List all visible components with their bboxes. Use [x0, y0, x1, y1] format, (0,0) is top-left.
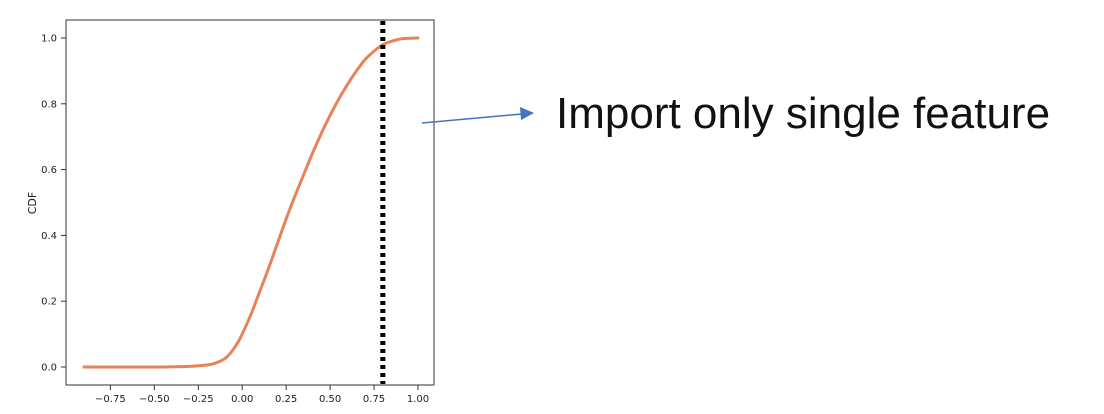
x-tick-label: −0.50 — [139, 394, 170, 405]
plot-area: 0.0 0.2 0.4 0.6 0.8 1.0 −0.75 −0.50 −0.25 0.00 0.… — [26, 19, 435, 405]
cdf-series-line — [82, 36, 420, 369]
y-axis-label: CDF — [26, 192, 39, 214]
annotation: Import only single feature — [421, 89, 1050, 138]
x-tick-label: 0.75 — [363, 394, 385, 405]
arrow-head-icon — [520, 107, 534, 120]
x-tick-label: 0.00 — [231, 394, 253, 405]
plot-frame — [65, 19, 435, 386]
x-tick-label: −0.25 — [183, 394, 214, 405]
x-tick-label: 1.00 — [407, 394, 429, 405]
y-tick-label: 0.6 — [41, 165, 57, 176]
y-tick-label: 0.0 — [41, 363, 57, 374]
x-tick-label: 0.25 — [275, 394, 297, 405]
y-tick-label: 0.2 — [41, 297, 57, 308]
annotation-arrow-shaft — [421, 113, 523, 124]
x-axis-ticks: −0.75 −0.50 −0.25 0.00 0.25 0.50 0.75 1.00 — [95, 385, 429, 405]
y-tick-label: 0.4 — [41, 231, 57, 242]
y-tick-label: 1.0 — [41, 34, 57, 45]
y-tick-label: 0.8 — [41, 99, 57, 110]
annotation-text: Import only single feature — [556, 89, 1050, 138]
x-tick-label: −0.75 — [95, 394, 126, 405]
y-axis-ticks: 0.0 0.2 0.4 0.6 0.8 1.0 — [41, 34, 66, 374]
x-tick-label: 0.50 — [319, 394, 341, 405]
